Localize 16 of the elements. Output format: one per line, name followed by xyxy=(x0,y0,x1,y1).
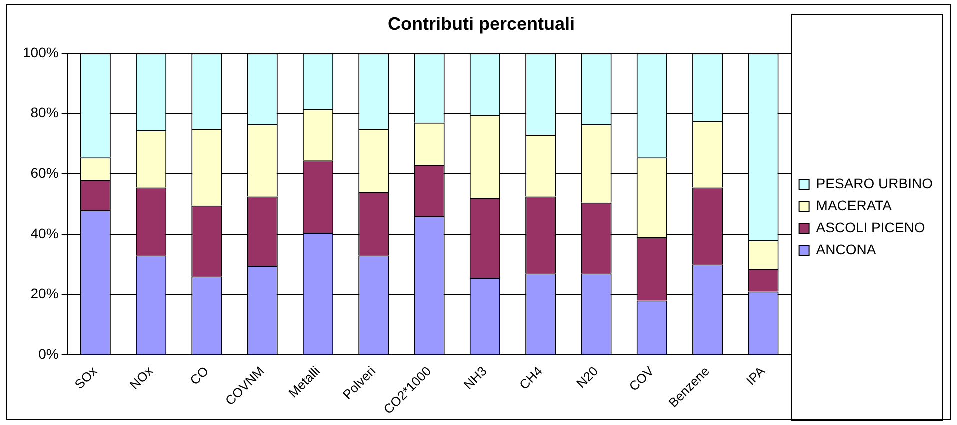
x-tick-label: N20 xyxy=(574,364,602,392)
legend-label: ANCONA xyxy=(816,241,877,258)
y-tick-label: 80% xyxy=(30,104,59,121)
legend-label: ASCOLI PICENO xyxy=(816,219,926,236)
legend-label: MACERATA xyxy=(816,197,893,214)
y-tick-label: 20% xyxy=(30,286,59,302)
chart-title: Contributi percentuali xyxy=(388,14,576,34)
legend-label: PESARO URBINO xyxy=(816,175,934,192)
x-tick-label: CO xyxy=(187,364,212,388)
x-tick-label: CH4 xyxy=(516,364,546,393)
x-tick-label: IPA xyxy=(743,363,768,388)
y-tick-label: 100% xyxy=(22,44,59,60)
y-tick-label: 40% xyxy=(30,225,59,242)
x-tick-label: SOx xyxy=(72,363,101,392)
y-tick-label: 60% xyxy=(30,165,59,182)
y-tick-label: 0% xyxy=(38,346,59,362)
